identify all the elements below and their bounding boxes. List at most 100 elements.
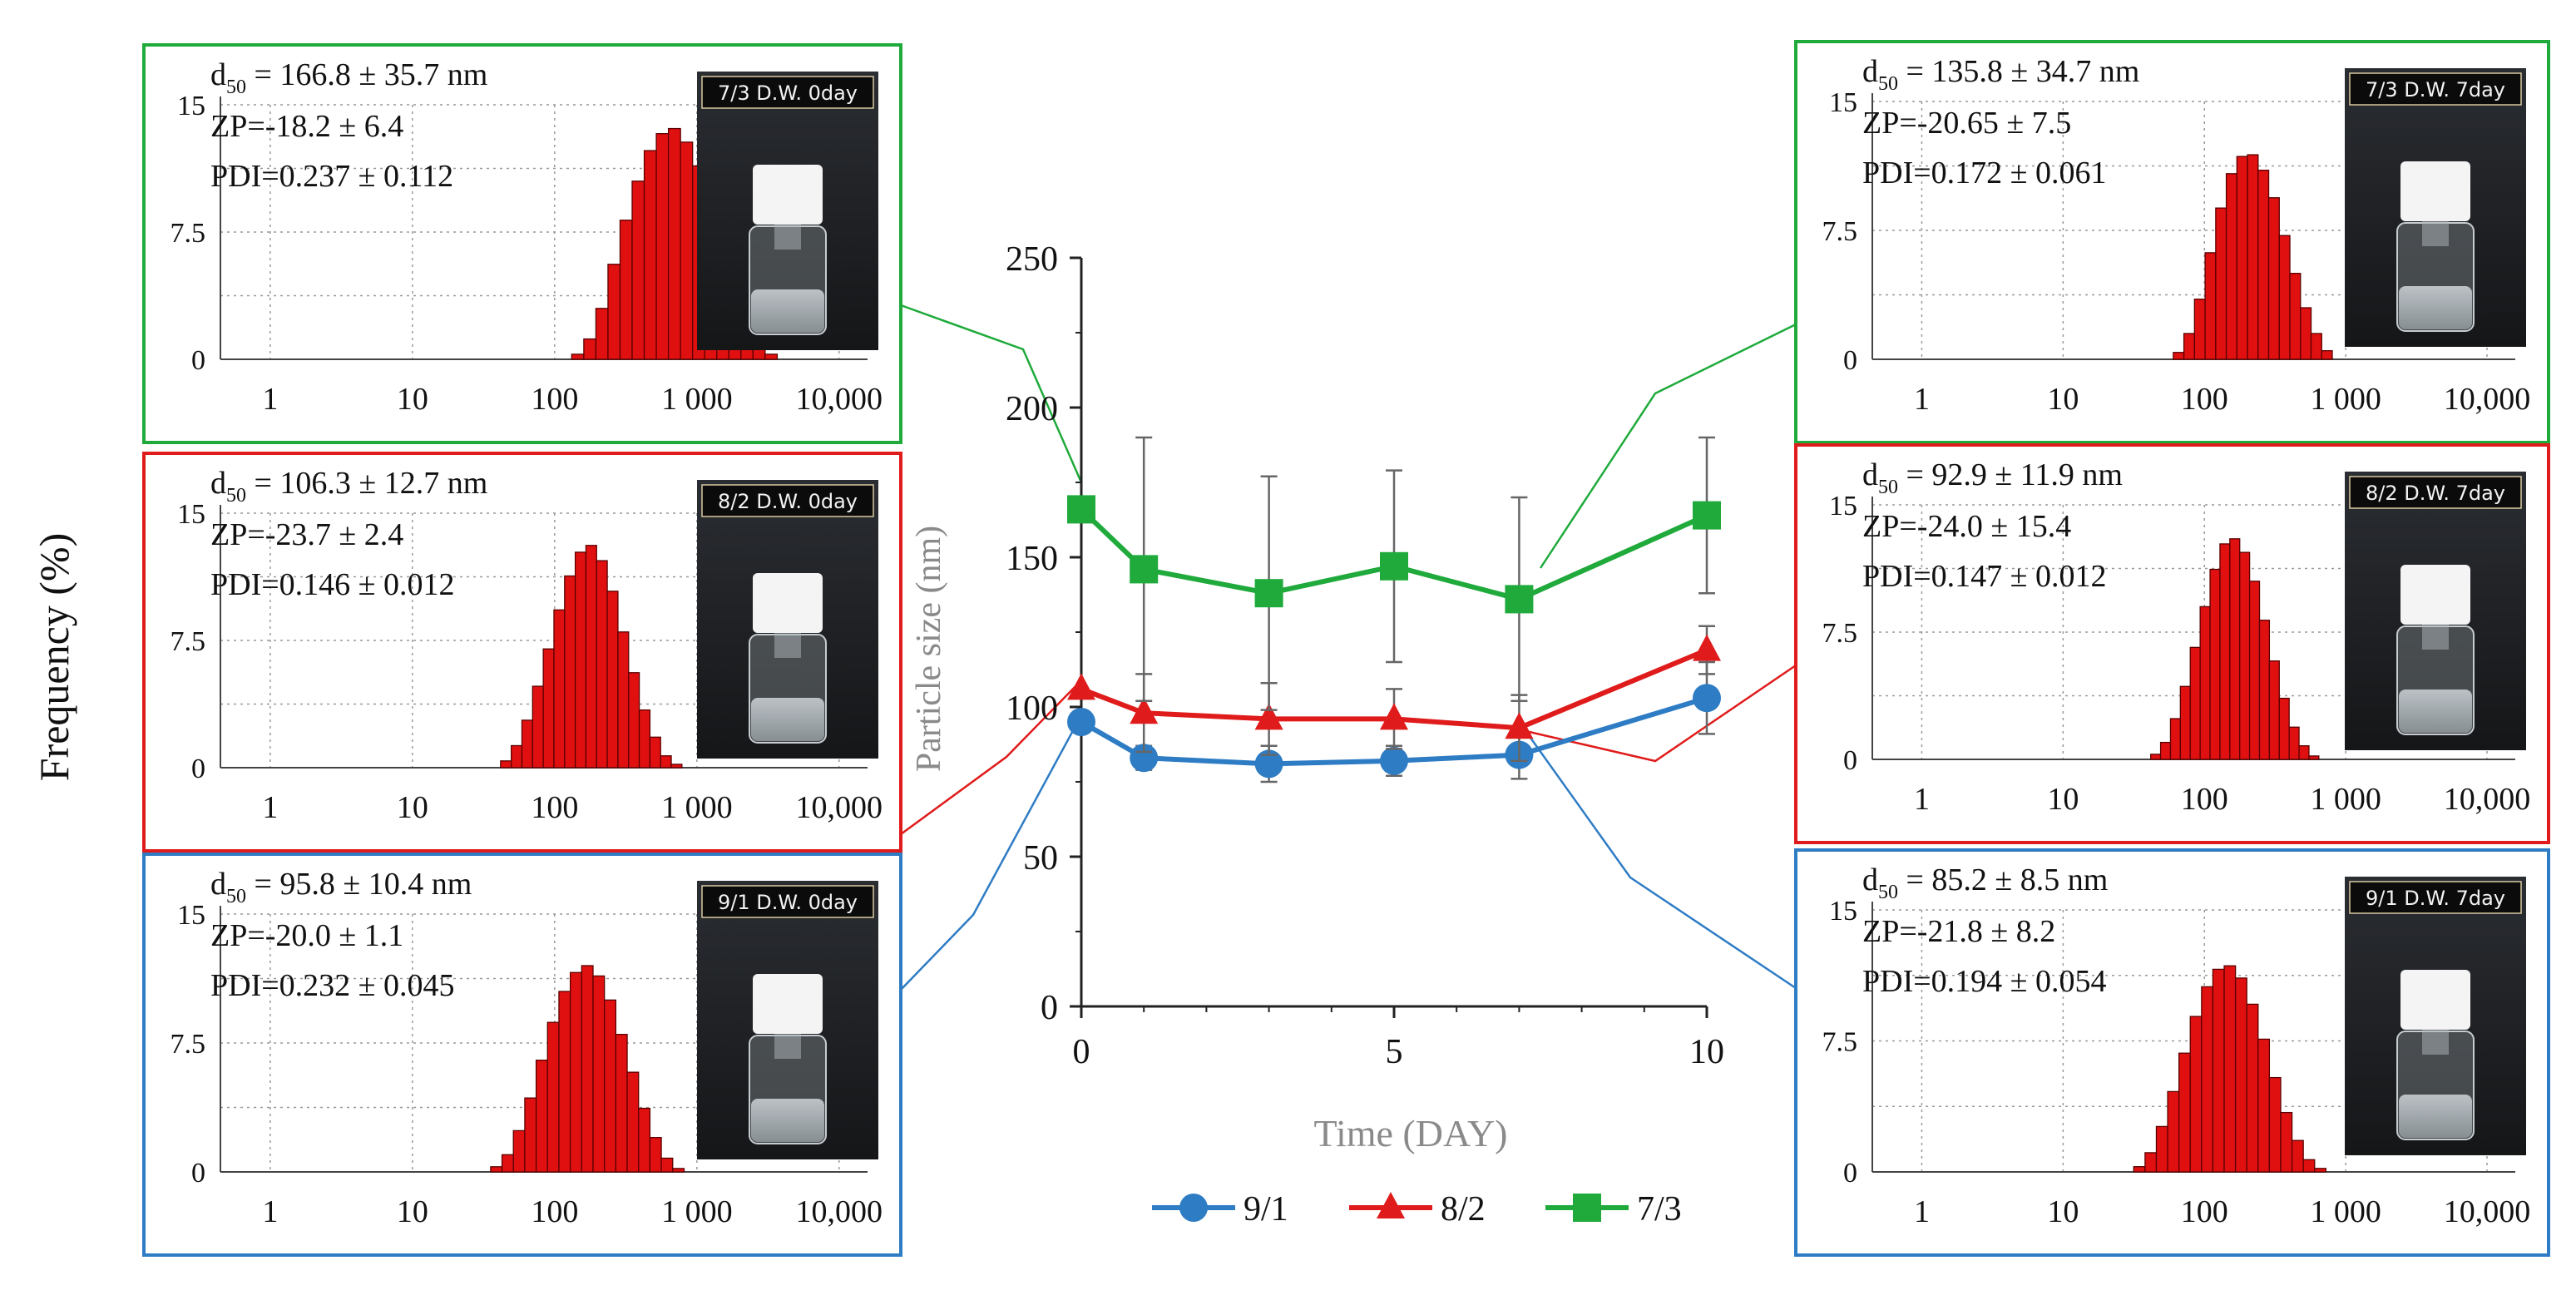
y-tick-label: 100 bbox=[1006, 690, 1058, 728]
y-axis-title: Particle size (nm) bbox=[910, 526, 948, 772]
legend-marker bbox=[1179, 1194, 1208, 1222]
histogram-bar bbox=[638, 1107, 651, 1173]
histogram-bar bbox=[2223, 965, 2237, 1173]
panel-y-tick-label: 0 bbox=[1843, 745, 1857, 776]
vial-neck bbox=[2422, 221, 2449, 246]
y-tick-label: 250 bbox=[1006, 240, 1058, 279]
histogram-bar bbox=[2167, 1090, 2180, 1173]
series-9-1 bbox=[1067, 660, 1721, 783]
histogram-bar bbox=[643, 150, 657, 360]
histogram-bar bbox=[2199, 606, 2211, 760]
panel-y-tick-label: 0 bbox=[1843, 1158, 1857, 1189]
d50-annotation: d50 = 92.9 ± 11.9 nm bbox=[1862, 457, 2123, 498]
vial-liquid bbox=[2399, 286, 2472, 329]
photo-label-box bbox=[701, 76, 874, 109]
connector-lines bbox=[900, 304, 1797, 991]
vial-liquid bbox=[751, 698, 824, 741]
vial-cap bbox=[2400, 970, 2470, 1030]
histogram-bar bbox=[2189, 646, 2201, 760]
histogram-bar bbox=[596, 560, 608, 769]
panel-x-tick-label: 10 bbox=[2047, 782, 2079, 817]
data-point-triangle bbox=[1067, 673, 1095, 700]
data-point-circle bbox=[1254, 749, 1283, 779]
d50-annotation: d50 = 166.8 ± 35.7 nm bbox=[210, 57, 487, 98]
panel-x-tick-label: 1 000 bbox=[2310, 382, 2381, 417]
histogram-bar bbox=[2288, 726, 2300, 760]
histogram-bar bbox=[604, 999, 616, 1173]
data-point-square bbox=[1505, 585, 1534, 614]
histogram-panel-8-2-7day: 0 7.5 15 1 10 100 1 000 10,000 d50 = 92.9 ± 11.9… bbox=[1794, 443, 2550, 844]
panel-y-tick-label: 7.5 bbox=[171, 626, 206, 657]
x-axis-title: Time (DAY) bbox=[1313, 1112, 1507, 1154]
panel-x-tick-label: 100 bbox=[531, 382, 578, 417]
series-8-2 bbox=[1067, 625, 1721, 763]
vial-neck bbox=[774, 225, 801, 250]
panel-x-tick-label: 100 bbox=[2181, 782, 2228, 817]
zeta-potential-annotation: ZP=-23.7 ± 2.4 bbox=[210, 517, 403, 552]
histogram-bar bbox=[532, 685, 544, 769]
histogram-bar bbox=[2150, 754, 2162, 760]
histogram-bar bbox=[2173, 352, 2185, 360]
panel-y-tick-label: 15 bbox=[177, 499, 205, 530]
pdi-annotation: PDI=0.172 ± 0.061 bbox=[1862, 156, 2107, 190]
panel-y-tick-label: 7.5 bbox=[1822, 1027, 1858, 1058]
y-tick-label: 50 bbox=[1023, 839, 1058, 877]
histogram-bar bbox=[583, 338, 597, 360]
histogram-bar bbox=[764, 353, 779, 360]
panel-x-tick-label: 100 bbox=[531, 790, 578, 825]
panel-x-tick-label: 10 bbox=[2047, 382, 2079, 417]
panel-y-tick-label: 0 bbox=[191, 1158, 205, 1189]
d50-subscript: 50 bbox=[226, 886, 246, 907]
panel-x-tick-label: 10,000 bbox=[2444, 382, 2531, 417]
legend-marker bbox=[1573, 1194, 1601, 1222]
histogram-bar bbox=[2178, 1052, 2191, 1173]
histogram-bar bbox=[2248, 581, 2261, 760]
photo-label-box bbox=[701, 885, 874, 918]
panel-x-tick-label: 10,000 bbox=[796, 1194, 883, 1229]
data-point-circle bbox=[1130, 744, 1159, 773]
histogram-bar bbox=[2258, 620, 2271, 760]
histogram-bar bbox=[607, 264, 621, 360]
histogram-bar bbox=[2300, 307, 2312, 360]
histogram-bar bbox=[2308, 755, 2320, 760]
histogram-bar bbox=[2179, 685, 2191, 760]
histogram-panel-8-2-0day: 0 7.5 15 1 10 100 1 000 10,000 d50 = 106.3 ± 12.… bbox=[142, 452, 902, 853]
photo-label-box bbox=[2349, 476, 2522, 509]
panel-x-tick-label: 1 000 bbox=[2310, 782, 2381, 817]
vial-neck bbox=[774, 1034, 801, 1059]
histogram-bar bbox=[2225, 173, 2237, 360]
zeta-potential-annotation: ZP=-18.2 ± 6.4 bbox=[210, 109, 403, 144]
histogram-bar bbox=[619, 220, 633, 360]
panel-x-tick-label: 10 bbox=[2047, 1194, 2079, 1229]
panel-x-tick-label: 10,000 bbox=[2444, 1194, 2531, 1229]
histogram-bar bbox=[2257, 170, 2270, 360]
histogram-bar bbox=[546, 1021, 560, 1173]
vial-photo: 7/3 D.W. 7day bbox=[2345, 68, 2526, 347]
panel-x-tick-label: 1 bbox=[1914, 782, 1930, 817]
histogram-bar bbox=[638, 709, 651, 769]
histogram-bar bbox=[2268, 1076, 2282, 1173]
photo-label: 9/1 D.W. 0day bbox=[718, 891, 858, 914]
histogram-bar bbox=[2204, 252, 2217, 360]
histogram-bar bbox=[558, 991, 571, 1173]
histogram-bar bbox=[2234, 977, 2247, 1173]
d50-value: = 85.2 ± 8.5 nm bbox=[1898, 863, 2108, 897]
vial-cap bbox=[753, 573, 823, 633]
histogram-panel-9-1-0day: 0 7.5 15 1 10 100 1 000 10,000 d50 = 95.8 ± 10.4… bbox=[142, 853, 902, 1257]
pdi-annotation: PDI=0.146 ± 0.012 bbox=[210, 567, 455, 602]
connector-line bbox=[900, 304, 1083, 483]
histogram-bar bbox=[649, 1137, 662, 1173]
vial-liquid bbox=[2399, 1095, 2472, 1138]
legend-label: 7/3 bbox=[1637, 1190, 1682, 1228]
pdi-annotation: PDI=0.147 ± 0.012 bbox=[1862, 559, 2107, 594]
panel-y-tick-label: 0 bbox=[191, 754, 205, 784]
histogram-bar bbox=[2159, 741, 2172, 760]
data-point-square bbox=[1693, 501, 1721, 530]
histogram-bar bbox=[2247, 154, 2259, 360]
panel-y-tick-label: 0 bbox=[191, 345, 205, 376]
photo-label-box bbox=[2349, 72, 2522, 106]
histogram-bar bbox=[553, 609, 566, 769]
histogram-bar bbox=[660, 1157, 674, 1173]
d50-subscript: 50 bbox=[1878, 882, 1898, 903]
histogram-bar bbox=[501, 1154, 514, 1173]
